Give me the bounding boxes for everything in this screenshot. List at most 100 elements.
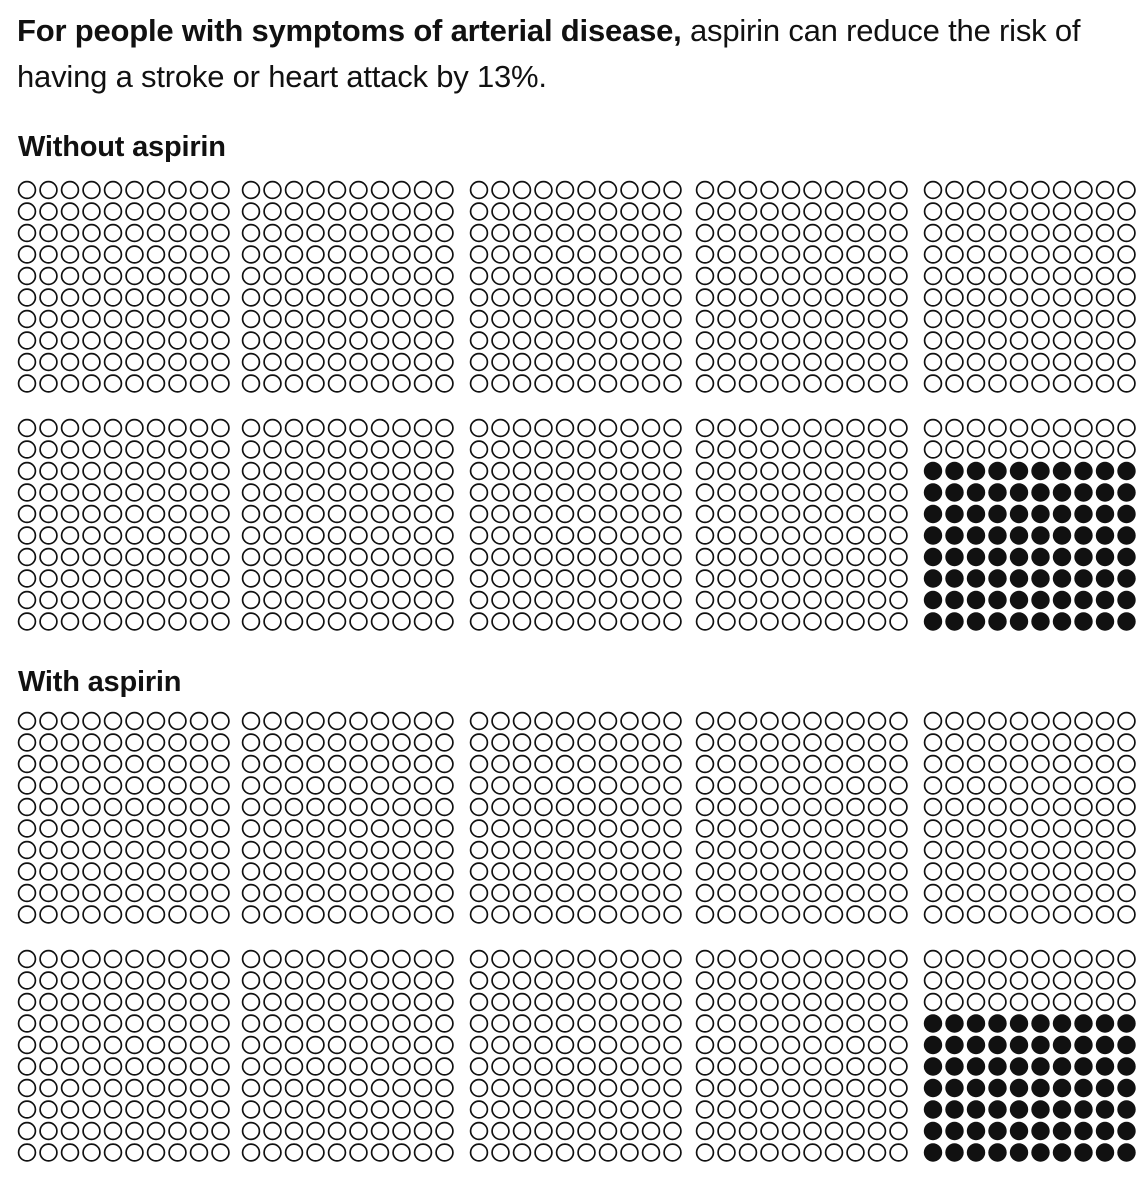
person-marker — [738, 1143, 758, 1162]
person-marker — [512, 223, 532, 243]
person-event-marker — [1074, 461, 1093, 481]
person-marker — [82, 569, 101, 588]
person-marker — [534, 418, 553, 438]
person-marker — [620, 461, 639, 481]
person-marker — [103, 418, 123, 438]
person-marker — [103, 883, 123, 903]
person-marker — [370, 1057, 390, 1076]
person-marker — [717, 754, 736, 774]
person-marker — [349, 840, 368, 860]
person-marker — [663, 905, 682, 924]
person-marker — [1095, 202, 1115, 221]
person-event-marker — [1117, 504, 1136, 524]
person-marker — [103, 1014, 123, 1033]
person-marker — [1009, 245, 1029, 264]
person-marker — [1095, 819, 1115, 838]
person-marker — [738, 245, 758, 264]
person-event-marker — [1009, 526, 1029, 545]
person-marker — [846, 797, 865, 817]
person-marker — [803, 1100, 822, 1119]
person-marker — [577, 526, 596, 545]
person-marker — [39, 1057, 58, 1076]
person-marker — [284, 483, 304, 502]
person-marker — [284, 1100, 304, 1119]
person-marker — [284, 733, 304, 752]
person-marker — [1074, 440, 1093, 459]
person-marker — [846, 1035, 865, 1055]
person-event-marker — [988, 547, 1007, 567]
person-block — [17, 949, 230, 1162]
person-marker — [103, 1121, 123, 1141]
person-marker — [803, 971, 822, 990]
person-marker — [103, 1057, 123, 1076]
person-marker — [1052, 840, 1072, 860]
person-marker — [663, 1035, 682, 1055]
person-event-marker — [1052, 569, 1072, 588]
person-marker — [738, 971, 758, 990]
person-marker — [392, 202, 411, 221]
person-marker — [1031, 992, 1050, 1012]
person-event-marker — [988, 504, 1007, 524]
person-marker — [803, 504, 822, 524]
person-marker — [966, 733, 986, 752]
person-marker — [413, 202, 433, 221]
person-marker — [103, 374, 123, 393]
person-marker — [846, 1057, 865, 1076]
person-marker — [1031, 309, 1050, 329]
person-marker — [241, 245, 261, 264]
person-marker — [146, 202, 166, 221]
person-marker — [349, 949, 368, 969]
person-marker — [717, 266, 736, 286]
person-marker — [146, 992, 166, 1012]
person-marker — [370, 840, 390, 860]
person-marker — [82, 266, 101, 286]
person-marker — [717, 1035, 736, 1055]
person-marker — [641, 526, 661, 545]
person-event-marker — [1031, 1100, 1050, 1119]
person-marker — [263, 266, 282, 286]
person-marker — [663, 309, 682, 329]
person-marker — [103, 1035, 123, 1055]
person-marker — [146, 461, 166, 481]
person-marker — [867, 612, 887, 631]
person-marker — [966, 352, 986, 372]
person-marker — [168, 612, 187, 631]
person-marker — [1009, 754, 1029, 774]
person-marker — [534, 245, 553, 264]
without-aspirin-label: Without aspirin — [18, 131, 226, 163]
person-marker — [125, 418, 144, 438]
person-marker — [738, 776, 758, 795]
person-marker — [824, 754, 844, 774]
person-marker — [392, 819, 411, 838]
person-marker — [803, 374, 822, 393]
person-marker — [241, 733, 261, 752]
person-marker — [125, 223, 144, 243]
person-marker — [760, 245, 779, 264]
person-marker — [370, 309, 390, 329]
person-marker — [663, 590, 682, 610]
person-block — [241, 418, 454, 631]
person-marker — [125, 331, 144, 350]
person-marker — [1117, 905, 1136, 924]
person-marker — [534, 202, 553, 221]
person-marker — [241, 440, 261, 459]
person-marker — [284, 1143, 304, 1162]
person-marker — [370, 949, 390, 969]
headline-emphasis: For people with symptoms of arterial dis… — [17, 13, 682, 48]
person-marker — [577, 180, 596, 200]
person-marker — [695, 202, 715, 221]
person-marker — [211, 440, 230, 459]
person-marker — [168, 526, 187, 545]
person-marker — [598, 905, 618, 924]
person-marker — [189, 331, 209, 350]
person-marker — [469, 309, 489, 329]
person-marker — [889, 547, 908, 567]
person-marker — [82, 883, 101, 903]
person-block — [469, 711, 682, 924]
person-marker — [189, 266, 209, 286]
person-marker — [306, 504, 325, 524]
person-event-marker — [966, 547, 986, 567]
person-event-marker — [923, 547, 943, 567]
person-marker — [620, 1100, 639, 1119]
person-marker — [306, 180, 325, 200]
